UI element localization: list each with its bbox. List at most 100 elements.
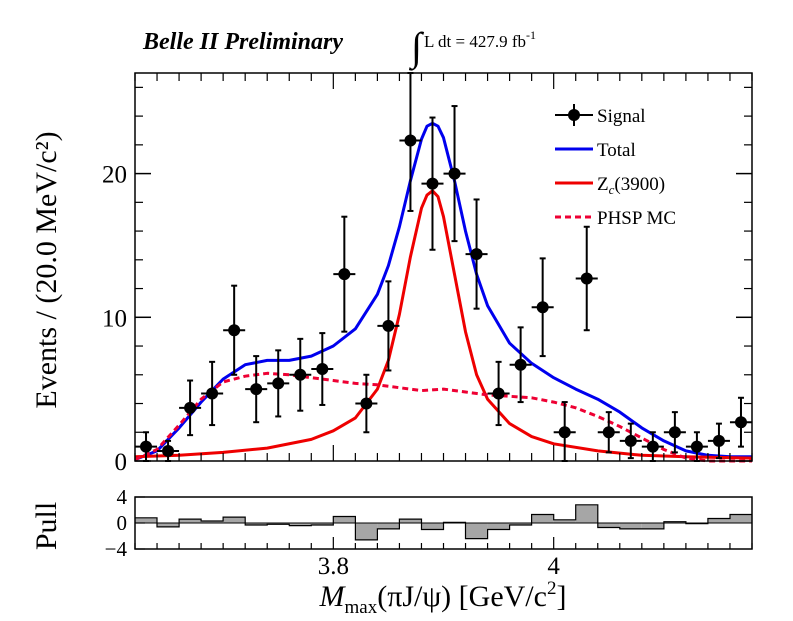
signal-marker <box>228 324 241 337</box>
signal-marker <box>492 387 505 400</box>
y-axis-label: Events / (20.0 MeV/c²) <box>30 131 63 408</box>
signal-marker <box>426 177 439 190</box>
signal-point <box>399 72 422 212</box>
signal-point <box>355 373 378 434</box>
signal-marker <box>668 426 681 439</box>
signal-point <box>443 105 466 243</box>
luminosity-sup: -1 <box>526 28 536 42</box>
legend: Signal Total Zc(3900) PHSP MC <box>555 104 676 229</box>
pull-bar <box>421 523 444 530</box>
x-axis-label-paren: (πJ/ψ) <box>377 580 451 613</box>
signal-point <box>487 360 510 427</box>
signal-point <box>553 401 576 462</box>
signal-marker <box>514 358 527 371</box>
signal-marker <box>690 440 703 453</box>
signal-point <box>179 379 202 437</box>
signal-marker <box>558 426 571 439</box>
luminosity-main: L dt = 427.9 fb <box>424 32 526 51</box>
pull-bar <box>157 523 180 527</box>
x-axis-label-unit-sup: 2 <box>547 578 557 599</box>
main-plot-frame <box>134 72 753 462</box>
signal-point <box>421 116 444 251</box>
pull-bar <box>487 523 510 530</box>
signal-marker <box>162 444 175 457</box>
signal-marker <box>272 377 285 390</box>
pull-bar <box>267 523 290 525</box>
signal-point <box>311 332 334 406</box>
curve-phsp-mc <box>134 371 752 463</box>
pull-bar <box>245 523 268 525</box>
main-plot-ticks: 0 10 20 <box>102 73 753 476</box>
legend-entry: PHSP MC <box>555 208 676 229</box>
signal-marker <box>360 397 373 410</box>
pull-bar <box>289 523 312 526</box>
signal-marker <box>580 272 593 285</box>
signal-marker <box>470 248 483 261</box>
signal-point <box>509 326 532 404</box>
legend-label: Total <box>597 140 636 161</box>
signal-marker <box>536 301 549 314</box>
pull-bar <box>707 518 730 523</box>
signal-marker <box>206 387 219 400</box>
signal-point <box>377 280 400 372</box>
pull-y-tick-label: 4 <box>117 485 128 509</box>
legend-label: PHSP MC <box>597 208 676 229</box>
signal-point <box>245 355 268 424</box>
signal-marker <box>448 167 461 180</box>
signal-marker <box>602 426 615 439</box>
pull-bar <box>531 514 554 523</box>
legend-marker <box>568 109 580 121</box>
x-axis-label-unit-close: ] <box>556 580 566 613</box>
signal-marker <box>646 440 659 453</box>
pull-bar <box>575 504 598 523</box>
x-tick-label: 3.8 <box>318 553 349 580</box>
pull-bar <box>201 521 224 523</box>
signal-point <box>531 257 554 358</box>
signal-marker <box>294 368 307 381</box>
pull-y-tick-label: 0 <box>117 511 128 535</box>
signal-marker <box>338 268 351 281</box>
signal-marker <box>624 434 637 447</box>
signal-marker <box>250 383 263 396</box>
legend-label-rest: (3900) <box>614 174 665 195</box>
legend-label: Signal <box>597 106 646 127</box>
y-tick-label: 20 <box>102 162 127 189</box>
legend-entry: Zc(3900) <box>555 174 665 197</box>
signal-marker <box>734 416 747 429</box>
x-axis-label-main: M <box>319 580 347 613</box>
pull-bar <box>729 514 752 523</box>
pull-y-tick-label: −4 <box>105 537 128 561</box>
legend-label-main: Z <box>597 174 609 195</box>
signal-point <box>333 215 356 333</box>
signal-marker <box>382 319 395 332</box>
signal-point <box>267 349 290 418</box>
pull-bar <box>597 523 620 528</box>
signal-marker <box>712 434 725 447</box>
pull-bar <box>641 523 664 529</box>
pull-bar <box>663 521 686 523</box>
x-axis-label-unit: [GeV/c <box>459 580 547 613</box>
signal-point <box>289 337 312 412</box>
main-plot-marks <box>134 72 753 463</box>
signal-point <box>729 396 752 448</box>
pull-bar <box>619 523 642 529</box>
pull-bar <box>179 519 202 523</box>
pull-bar <box>333 516 356 523</box>
pull-bar <box>553 519 576 523</box>
legend-label-main: PHSP MC <box>597 208 676 229</box>
signal-point <box>707 422 730 460</box>
legend-label-sub: c <box>609 182 615 197</box>
legend-entry: Total <box>555 140 636 161</box>
luminosity-label: L dt = 427.9 fb-1 <box>424 28 536 51</box>
pull-bar <box>311 523 334 525</box>
signal-point <box>597 411 620 454</box>
pull-bar <box>377 523 400 529</box>
signal-point <box>465 198 488 310</box>
pull-plot-marks <box>135 504 752 541</box>
legend-label-main: Signal <box>597 106 646 127</box>
pull-bar <box>509 523 532 525</box>
y-tick-label: 0 <box>115 449 128 476</box>
signal-point <box>201 360 224 427</box>
